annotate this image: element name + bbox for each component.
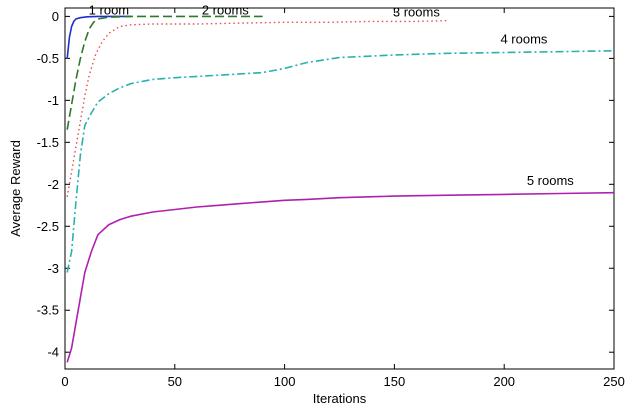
y-tick-label: -3.5 bbox=[37, 303, 59, 318]
y-tick-label: 0 bbox=[52, 9, 59, 24]
y-tick-label: -1.5 bbox=[37, 135, 59, 150]
series-annotation: 3 rooms bbox=[393, 4, 440, 19]
series-group bbox=[66, 15, 615, 363]
x-tick-label: 150 bbox=[384, 374, 406, 389]
series-line-4-rooms bbox=[66, 50, 615, 273]
x-tick-label: 0 bbox=[61, 374, 68, 389]
series-line-1-room bbox=[66, 15, 131, 59]
axes: 0 50 100 150 200 250 0 -0.5 -1 -1.5 -2 -2.5 -3 -3.5 -4 bbox=[37, 7, 625, 389]
x-tick-label: 50 bbox=[168, 374, 182, 389]
plot-frame bbox=[64, 7, 615, 370]
y-tick-label: -3 bbox=[47, 261, 59, 276]
series-annotation: 5 rooms bbox=[527, 173, 574, 188]
series-annotation: 2 rooms bbox=[202, 3, 249, 18]
x-tick-label: 250 bbox=[603, 374, 625, 389]
y-tick-label: -0.5 bbox=[37, 51, 59, 66]
annotations: 1 room 2 rooms 3 rooms 4 rooms 5 rooms bbox=[89, 3, 575, 188]
x-tick-label: 100 bbox=[274, 374, 296, 389]
y-tick-label: -2.5 bbox=[37, 219, 59, 234]
series-line-3-rooms bbox=[66, 19, 450, 198]
y-tick-label: -4 bbox=[47, 345, 59, 360]
y-tick-label: -2 bbox=[47, 177, 59, 192]
series-annotation: 1 room bbox=[89, 3, 129, 18]
series-line-2-rooms bbox=[66, 15, 263, 130]
y-tick-label: -1 bbox=[47, 93, 59, 108]
x-tick-label: 200 bbox=[493, 374, 515, 389]
y-axis-label: Average Reward bbox=[8, 140, 23, 237]
series-line-5-rooms bbox=[66, 191, 615, 363]
series-annotation: 4 rooms bbox=[500, 31, 547, 46]
x-axis-label: Iterations bbox=[313, 391, 367, 406]
